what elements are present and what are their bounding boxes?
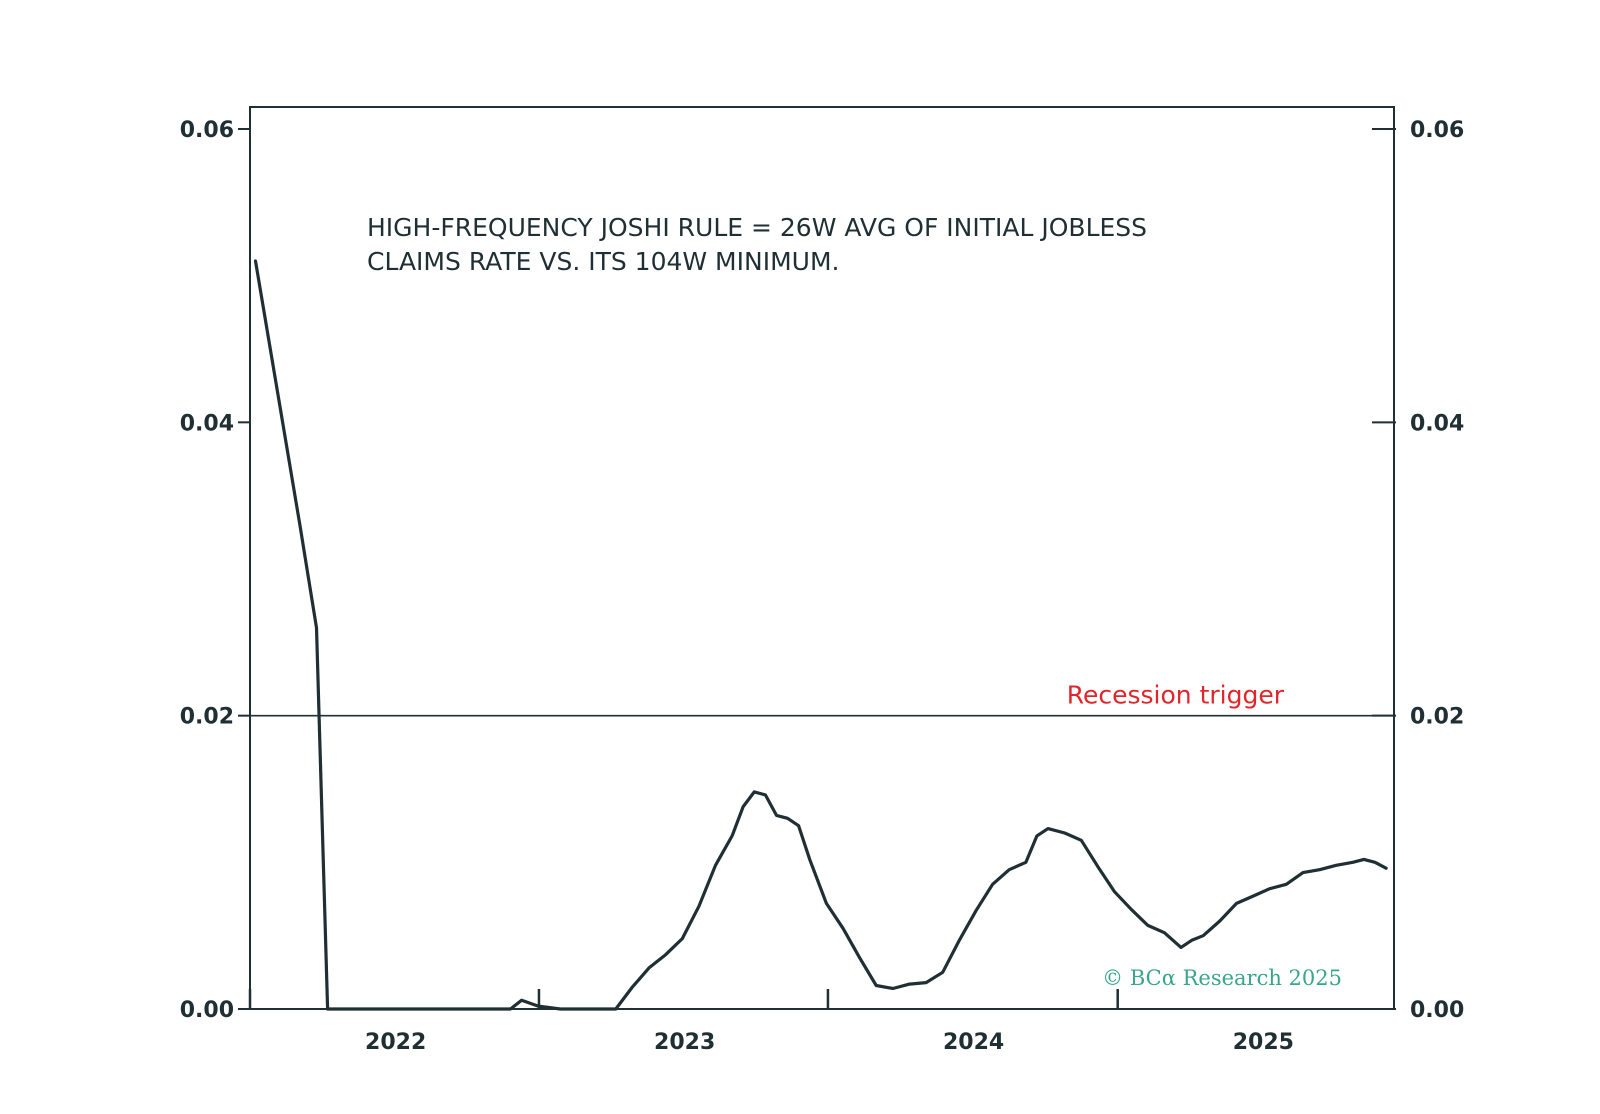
y-tick-label-left: 0.00 [180, 998, 234, 1023]
x-tick-label: 2022 [365, 1030, 426, 1055]
x-tick-label: 2025 [1233, 1030, 1294, 1055]
x-tick-label: 2024 [943, 1030, 1004, 1055]
y-axis-left: 0.00 0.02 0.04 0.06 [180, 118, 250, 1023]
annotation-line-2: CLAIMS RATE VS. ITS 104W MINIMUM. [367, 247, 839, 276]
series-line [253, 259, 1388, 1011]
y-axis-right: 0.00 0.02 0.04 0.06 [1372, 118, 1464, 1023]
x-tick-label: 2023 [654, 1030, 715, 1055]
bca-watermark: © BCα Research 2025 [1102, 966, 1342, 990]
y-tick-label-left: 0.02 [180, 705, 234, 730]
annotation-line-1: HIGH-FREQUENCY JOSHI RULE = 26W AVG OF I… [367, 213, 1147, 242]
recession-trigger-label: Recession trigger [1067, 681, 1285, 710]
y-tick-label-left: 0.06 [180, 118, 234, 143]
x-axis: 2022 2023 2024 2025 [248, 989, 1294, 1055]
plot-frame [249, 106, 1395, 1010]
y-tick-label-left: 0.04 [180, 411, 234, 436]
y-tick-label-right: 0.06 [1410, 118, 1464, 143]
y-tick-label-right: 0.00 [1410, 998, 1464, 1023]
y-tick-label-right: 0.04 [1410, 411, 1464, 436]
y-tick-label-right: 0.02 [1410, 705, 1464, 730]
